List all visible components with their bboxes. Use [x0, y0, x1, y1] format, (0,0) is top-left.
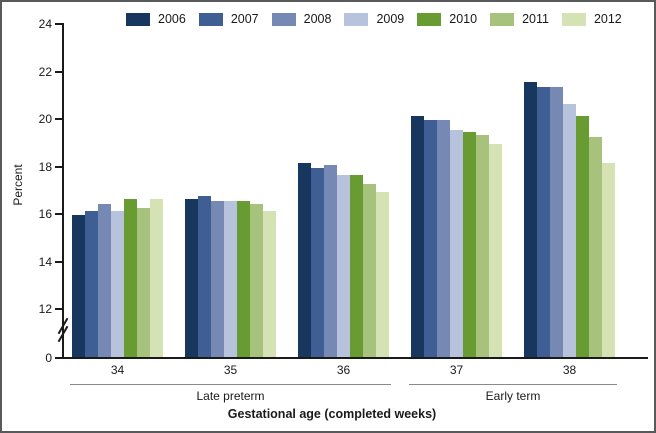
y-tick-label: 22 [38, 65, 52, 79]
legend-label: 2012 [593, 12, 622, 26]
legend-item-2006: 2006 [126, 13, 186, 26]
legend-item-2012: 2012 [561, 12, 622, 26]
legend-swatch-icon [561, 13, 586, 26]
bar-36-2010 [350, 175, 363, 357]
y-tick-label: 12 [38, 302, 52, 316]
y-tick [55, 23, 62, 25]
bar-35-2008 [211, 201, 224, 357]
bar-36-2011 [363, 184, 376, 357]
y-tick [55, 261, 62, 263]
legend-item-2008: 2008 [271, 12, 332, 26]
bar-37-2008 [437, 120, 450, 357]
legend-swatch-icon [126, 13, 150, 26]
bar-35-2007 [198, 196, 211, 357]
legend-label: 2006 [158, 12, 186, 26]
bar-37-2007 [424, 120, 437, 357]
legend-label: 2011 [522, 12, 549, 26]
bar-37-2006 [411, 116, 424, 357]
y-axis-line [62, 23, 64, 359]
y-tick [55, 118, 62, 120]
legend-swatch-icon [417, 13, 442, 26]
bar-35-2009 [224, 201, 237, 357]
bar-38-2010 [576, 116, 589, 357]
legend-item-2007: 2007 [198, 12, 259, 26]
bar-37-2010 [463, 132, 476, 357]
legend-swatch-icon [271, 13, 296, 26]
bar-36-2012 [376, 192, 389, 357]
legend-item-2010: 2010 [417, 13, 477, 26]
legend-swatch-icon [344, 13, 369, 26]
bar-38-2007 [537, 87, 550, 357]
bar-36-2007 [311, 168, 324, 357]
bar-38-2009 [563, 104, 576, 357]
y-tick [55, 166, 62, 168]
legend-label: 2008 [303, 12, 332, 26]
bar-37-2012 [489, 144, 502, 357]
y-tick [55, 71, 62, 73]
y-tick [55, 357, 62, 359]
bar-35-2006 [185, 199, 198, 357]
legend-label: 2007 [230, 12, 259, 26]
legend-label: 2010 [449, 12, 478, 26]
legend-label: 2009 [376, 12, 405, 26]
section-rule [70, 384, 391, 385]
x-axis-title: Gestational age (completed weeks) [227, 407, 437, 421]
bar-36-2009 [337, 175, 350, 357]
bar-36-2006 [298, 163, 311, 357]
y-tick-label: 0 [45, 351, 52, 365]
legend-swatch-icon [490, 13, 515, 26]
x-category-label-38: 38 [562, 363, 577, 377]
bar-38-2008 [550, 87, 563, 357]
y-tick-label: 20 [38, 112, 52, 126]
section-label: Early term [485, 389, 541, 403]
bar-34-2006 [72, 215, 85, 357]
bar-36-2008 [324, 165, 337, 357]
x-category-label-36: 36 [336, 363, 351, 377]
bar-37-2011 [476, 135, 489, 357]
bar-34-2010 [124, 199, 137, 357]
bar-34-2009 [111, 211, 124, 357]
y-tick [55, 213, 62, 215]
bar-34-2011 [137, 208, 150, 357]
legend-item-2011: 2011 [490, 13, 549, 26]
bar-38-2006 [524, 82, 537, 357]
section-rule [409, 384, 617, 385]
x-axis-line [62, 357, 648, 359]
bar-34-2008 [98, 204, 111, 357]
bar-35-2010 [237, 201, 250, 357]
legend: 2006 2007 2008 2009 2010 2011 2012 [126, 13, 622, 26]
y-tick-label: 14 [38, 255, 52, 269]
bar-37-2009 [450, 130, 463, 357]
y-tick-label: 18 [38, 160, 52, 174]
bar-35-2011 [250, 204, 263, 357]
bar-34-2012 [150, 199, 163, 357]
section-label: Late preterm [196, 389, 265, 403]
legend-swatch-icon [198, 13, 223, 26]
legend-item-2009: 2009 [344, 13, 404, 26]
bar-34-2007 [85, 211, 98, 357]
x-category-label-34: 34 [110, 363, 125, 377]
y-tick-label: 24 [38, 17, 52, 31]
y-tick [55, 308, 62, 310]
x-category-label-35: 35 [223, 363, 238, 377]
bar-38-2012 [602, 163, 615, 357]
y-tick-label: 16 [38, 207, 52, 221]
bar-35-2012 [263, 211, 276, 357]
x-category-label-37: 37 [449, 363, 464, 377]
bar-38-2011 [589, 137, 602, 357]
